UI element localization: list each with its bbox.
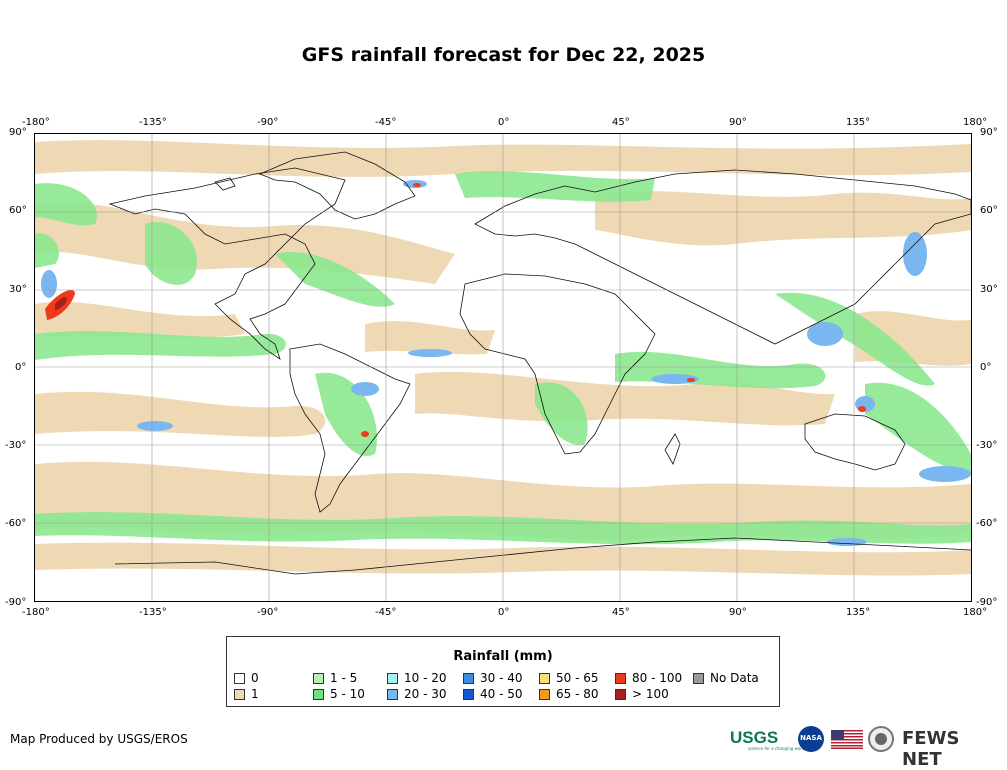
lon-tick-top: -180° (22, 117, 50, 128)
rain-80mm-layer (45, 183, 866, 437)
seal-eagle-icon (875, 733, 887, 745)
map-title: GFS rainfall forecast for Dec 22, 2025 (301, 44, 706, 66)
lat-tick-left: -30° (5, 440, 27, 451)
lat-tick-left: -90° (5, 597, 27, 608)
lat-tick-right: -60° (976, 518, 998, 529)
legend-swatch (313, 688, 324, 700)
lon-tick-top: 90° (729, 117, 747, 128)
lon-tick-bottom: 0° (498, 607, 510, 618)
legend-label: 20 - 30 (404, 687, 447, 701)
lat-tick-right: -30° (976, 440, 998, 451)
rain-20mm-layer (41, 180, 971, 546)
nasa-logo-text: NASA (800, 734, 822, 742)
lat-tick-right: 30° (980, 284, 998, 295)
lon-tick-bottom: 90° (729, 607, 747, 618)
rainfall-map-svg (35, 134, 971, 601)
legend-label: 1 (251, 687, 259, 701)
lat-tick-left: 90° (9, 127, 27, 138)
legend-item: 20 - 30 (387, 687, 447, 701)
state-department-seal-icon (868, 726, 894, 752)
legend-swatch (539, 672, 550, 684)
us-flag-icon (831, 730, 863, 749)
legend-swatch (387, 672, 398, 684)
usgs-tagline: science for a changing world (748, 746, 806, 751)
legend-item: 80 - 100 (615, 671, 682, 685)
legend-item: 1 - 5 (313, 671, 357, 685)
legend-swatch (387, 688, 398, 700)
lon-tick-top: -135° (139, 117, 167, 128)
usgs-logo: USGS (730, 728, 779, 747)
legend-item: 40 - 50 (463, 687, 523, 701)
rainfall-map[interactable] (34, 133, 972, 602)
map-credit: Map Produced by USGS/EROS (10, 732, 188, 746)
legend-label: 5 - 10 (330, 687, 365, 701)
legend-swatch (539, 688, 550, 700)
legend-item: 30 - 40 (463, 671, 523, 685)
legend-label: 65 - 80 (556, 687, 599, 701)
legend-item: 10 - 20 (387, 671, 447, 685)
lon-tick-top: 135° (846, 117, 871, 128)
lon-tick-top: -45° (375, 117, 397, 128)
lat-tick-right: 90° (980, 127, 998, 138)
legend-swatch (615, 688, 626, 700)
legend-swatch (615, 672, 626, 684)
legend-label: 50 - 65 (556, 671, 599, 685)
legend-swatch (234, 688, 245, 700)
legend-item: > 100 (615, 687, 669, 701)
lat-tick-right: 60° (980, 205, 998, 216)
fews-net-logo: FEWS NET (902, 728, 960, 770)
legend-label: 40 - 50 (480, 687, 523, 701)
lon-tick-bottom: -135° (139, 607, 167, 618)
legend-label: > 100 (632, 687, 669, 701)
legend-swatch (313, 672, 324, 684)
legend-label: 30 - 40 (480, 671, 523, 685)
legend-title: Rainfall (mm) (453, 649, 553, 664)
lon-tick-top: 45° (612, 117, 630, 128)
legend-label: 80 - 100 (632, 671, 683, 685)
legend-item: 1 (234, 687, 259, 701)
coastlines-layer (108, 151, 971, 575)
legend-swatch (463, 672, 474, 684)
lat-tick-left: 30° (9, 284, 27, 295)
lon-tick-top: 180° (963, 117, 988, 128)
rainfall-legend: Rainfall (mm) 0 1 1 - 5 5 - 10 10 - 20 2… (226, 636, 780, 707)
legend-item: 0 (234, 671, 259, 685)
legend-label: 10 - 20 (404, 671, 447, 685)
legend-label: No Data (710, 671, 759, 685)
lon-tick-bottom: 135° (846, 607, 871, 618)
legend-swatch (463, 688, 474, 700)
legend-item: No Data (693, 671, 759, 685)
legend-label: 0 (251, 671, 259, 685)
partner-logos: USGS science for a changing world NASA F… (730, 724, 1000, 770)
lat-tick-left: 60° (9, 205, 27, 216)
lon-tick-top: 0° (498, 117, 510, 128)
lat-tick-right: 0° (980, 362, 992, 373)
lat-tick-right: -90° (976, 597, 998, 608)
legend-item: 5 - 10 (313, 687, 365, 701)
lon-tick-bottom: -180° (22, 607, 50, 618)
graticule-layer (35, 134, 971, 601)
lon-tick-bottom: -45° (375, 607, 397, 618)
legend-swatch (234, 672, 245, 684)
legend-label: 1 - 5 (330, 671, 358, 685)
lon-tick-bottom: 180° (963, 607, 988, 618)
nasa-logo: NASA (798, 726, 824, 752)
lon-tick-bottom: 45° (612, 607, 630, 618)
lat-tick-left: -60° (5, 518, 27, 529)
legend-item: 50 - 65 (539, 671, 599, 685)
legend-item: 65 - 80 (539, 687, 599, 701)
lat-tick-left: 0° (15, 362, 27, 373)
lon-tick-top: -90° (257, 117, 279, 128)
legend-swatch (693, 672, 704, 684)
lon-tick-bottom: -90° (257, 607, 279, 618)
